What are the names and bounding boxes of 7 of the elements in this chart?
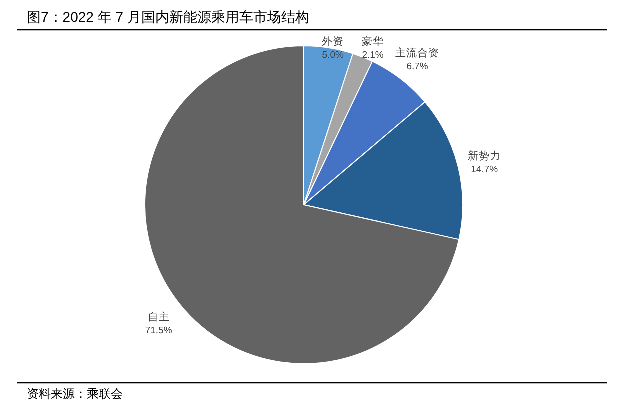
label: 外资 bbox=[322, 36, 344, 48]
label: 新势力 bbox=[468, 150, 502, 162]
label: 豪华 bbox=[362, 36, 384, 48]
label: 自主 bbox=[148, 311, 170, 324]
label: 主流合资 bbox=[396, 48, 440, 60]
title: 图7：2022 年 7 月国内新能源乘用车市场结构 bbox=[27, 9, 310, 25]
annotation: 资料来源：乘联会 bbox=[27, 387, 123, 401]
